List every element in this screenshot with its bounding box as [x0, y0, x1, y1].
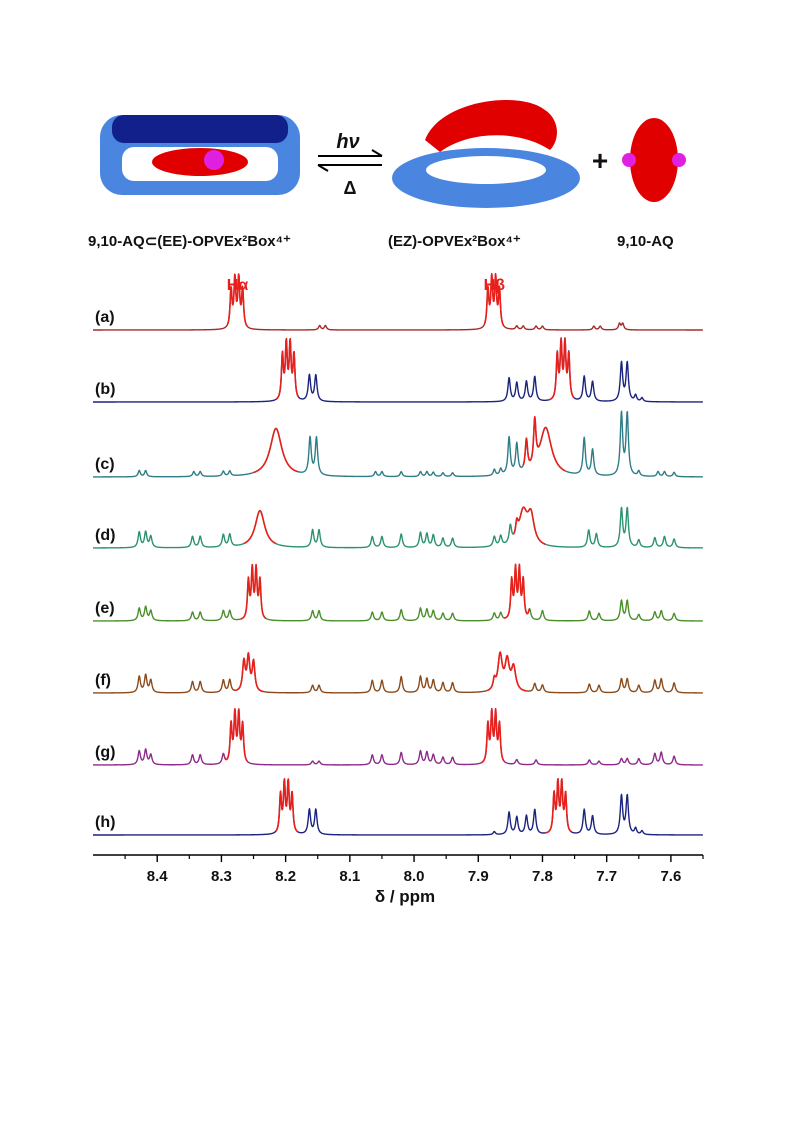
- highlight-peak-3-0: [243, 509, 277, 545]
- x-axis-label: δ / ppm: [375, 887, 435, 906]
- x-tick-label: 7.8: [532, 868, 553, 885]
- highlight-peak-4-1: [503, 563, 531, 619]
- complex-label: 9,10-AQ⊂(EE)-OPVEx²Box⁴⁺: [88, 233, 291, 250]
- spectrum-trace-5: [92, 651, 704, 694]
- spectra-group: (a) (b) (c) (d) (e) (f) (g) (h) Hα Hβ: [92, 272, 704, 836]
- anthraquinone-label: 9,10-AQ: [617, 233, 674, 250]
- spectrum-label-7: (h): [95, 814, 115, 831]
- spectrum-trace-3: [92, 506, 704, 549]
- highlight-peak-1-0: [275, 337, 300, 400]
- spectrum-trace-4: [92, 564, 704, 622]
- highlight-peak-5-0: [233, 652, 264, 693]
- spectrum-label-4: (e): [95, 600, 115, 617]
- x-tick-label: 7.7: [596, 868, 617, 885]
- arrow-forward-label: hν: [336, 131, 359, 153]
- highlight-peak-7-0: [275, 778, 299, 833]
- anthraquinone-model-picture: [622, 118, 686, 202]
- complex-model-picture: [100, 115, 300, 195]
- highlight-peak-2-0: [253, 427, 299, 474]
- highlight-peak-1-1: [548, 337, 575, 401]
- x-tick-label: 8.4: [147, 868, 169, 885]
- x-tick-label: 8.0: [404, 868, 425, 885]
- ez-cage-model-picture: [392, 100, 580, 208]
- spectrum-label-5: (f): [95, 672, 111, 689]
- spectrum-trace-0: [92, 272, 704, 331]
- spectrum-label-6: (g): [95, 744, 115, 761]
- peak-annotation-0: Hα: [227, 277, 249, 294]
- highlight-peak-6-1: [481, 708, 505, 764]
- x-axis: 8.4 8.3 8.2 8.1 8.0 7.9 7.8 7.7 7.6: [93, 854, 704, 885]
- highlight-peak-0-1: [483, 273, 505, 327]
- ez-cage-label: (EZ)-OPVEx²Box⁴⁺: [388, 233, 521, 250]
- highlight-peak-5-1: [487, 651, 527, 692]
- spectrum-trace-1: [92, 337, 704, 403]
- highlight-peak-6-0: [223, 708, 248, 762]
- highlight-peak-0-0: [227, 273, 248, 327]
- arrow-reverse-label: Δ: [344, 178, 357, 198]
- x-tick-label: 8.2: [275, 868, 296, 885]
- x-tick-label: 7.9: [468, 868, 489, 885]
- spectrum-trace-2: [92, 410, 704, 478]
- spectrum-trace-7: [92, 778, 704, 836]
- x-tick-label: 8.3: [211, 868, 232, 885]
- spectrum-label-2: (c): [95, 456, 115, 473]
- plus-sign: +: [592, 145, 608, 176]
- spectrum-label-3: (d): [95, 527, 115, 544]
- spectrum-label-1: (b): [95, 381, 115, 398]
- highlight-peak-4-0: [240, 563, 267, 620]
- highlight-peak-2-1: [522, 415, 566, 472]
- spectrum-label-0: (a): [95, 309, 115, 326]
- x-tick-label: 8.1: [339, 868, 360, 885]
- equilibrium-arrows: hν Δ: [317, 131, 383, 198]
- highlight-peak-7-1: [545, 778, 572, 834]
- peak-annotation-1: Hβ: [484, 277, 506, 294]
- spectrum-trace-6: [92, 707, 704, 766]
- x-tick-label: 7.6: [660, 868, 681, 885]
- highlight-peak-3-1: [512, 506, 546, 546]
